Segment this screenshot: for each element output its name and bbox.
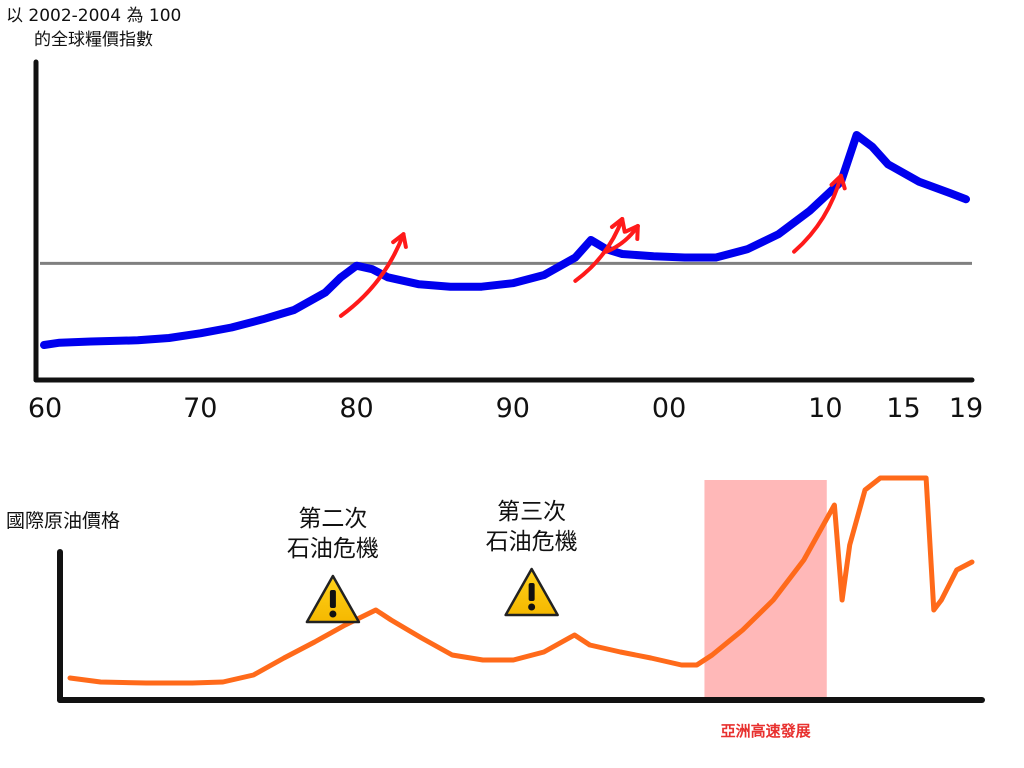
x-tick-label: 19	[948, 393, 984, 424]
rising-arrow-shaft	[338, 232, 406, 318]
oil-price-ylabel: 國際原油價格	[6, 510, 121, 532]
oil-crisis-label: 第三次 石油危機	[486, 497, 578, 557]
oil-crisis-label-line: 第三次	[497, 499, 567, 525]
oil-crisis-label: 第二次 石油危機	[287, 504, 379, 564]
oil-price-series-line	[67, 475, 975, 686]
warning-exclamation-dot	[528, 603, 536, 611]
oil-crisis-label-line: 石油危機	[286, 536, 379, 562]
food-index-series-line	[40, 131, 970, 349]
rising-arrow-shaft	[573, 217, 625, 283]
rising-arrow	[573, 217, 627, 283]
rising-arrow	[792, 173, 847, 254]
rising-arrow-head	[609, 217, 627, 234]
food-index-ylabel-line1: 以 2002-2004 為 100	[6, 6, 182, 26]
oil-price-axes	[57, 549, 985, 703]
x-tick-label: 15	[886, 393, 921, 424]
rising-arrow-shaft	[792, 173, 843, 254]
warning-exclamation-bar	[528, 583, 535, 601]
warning-exclamation-dot	[329, 610, 337, 618]
rising-arrow	[604, 224, 640, 254]
rising-arrow	[338, 232, 408, 318]
x-tick-label: 70	[183, 393, 218, 424]
warning-exclamation-bar	[329, 590, 336, 608]
x-tick-label: 80	[339, 393, 374, 424]
rising-arrow-head	[391, 232, 408, 249]
food-index-ylabel: 以 2002-2004 為 100 的全球糧價指數	[6, 4, 181, 52]
oil-crisis-label-line: 石油危機	[485, 529, 578, 555]
food-index-axes	[33, 59, 975, 383]
warning-icon	[305, 574, 361, 624]
x-tick-label: 60	[27, 393, 63, 424]
x-tick-label: 10	[808, 393, 843, 424]
food-index-ylabel-line2: 的全球糧價指數	[34, 30, 153, 50]
oil-crisis-label-line: 第二次	[298, 506, 368, 532]
x-tick-label: 90	[495, 393, 530, 424]
rising-arrow-head	[829, 173, 847, 191]
highlight-region-label: 亞洲高速發展	[720, 722, 811, 740]
highlight-region	[704, 480, 827, 700]
rising-arrow-head	[624, 224, 640, 241]
warning-icon	[504, 567, 559, 617]
chart-marks	[40, 131, 975, 686]
x-tick-label: 00	[651, 393, 687, 424]
